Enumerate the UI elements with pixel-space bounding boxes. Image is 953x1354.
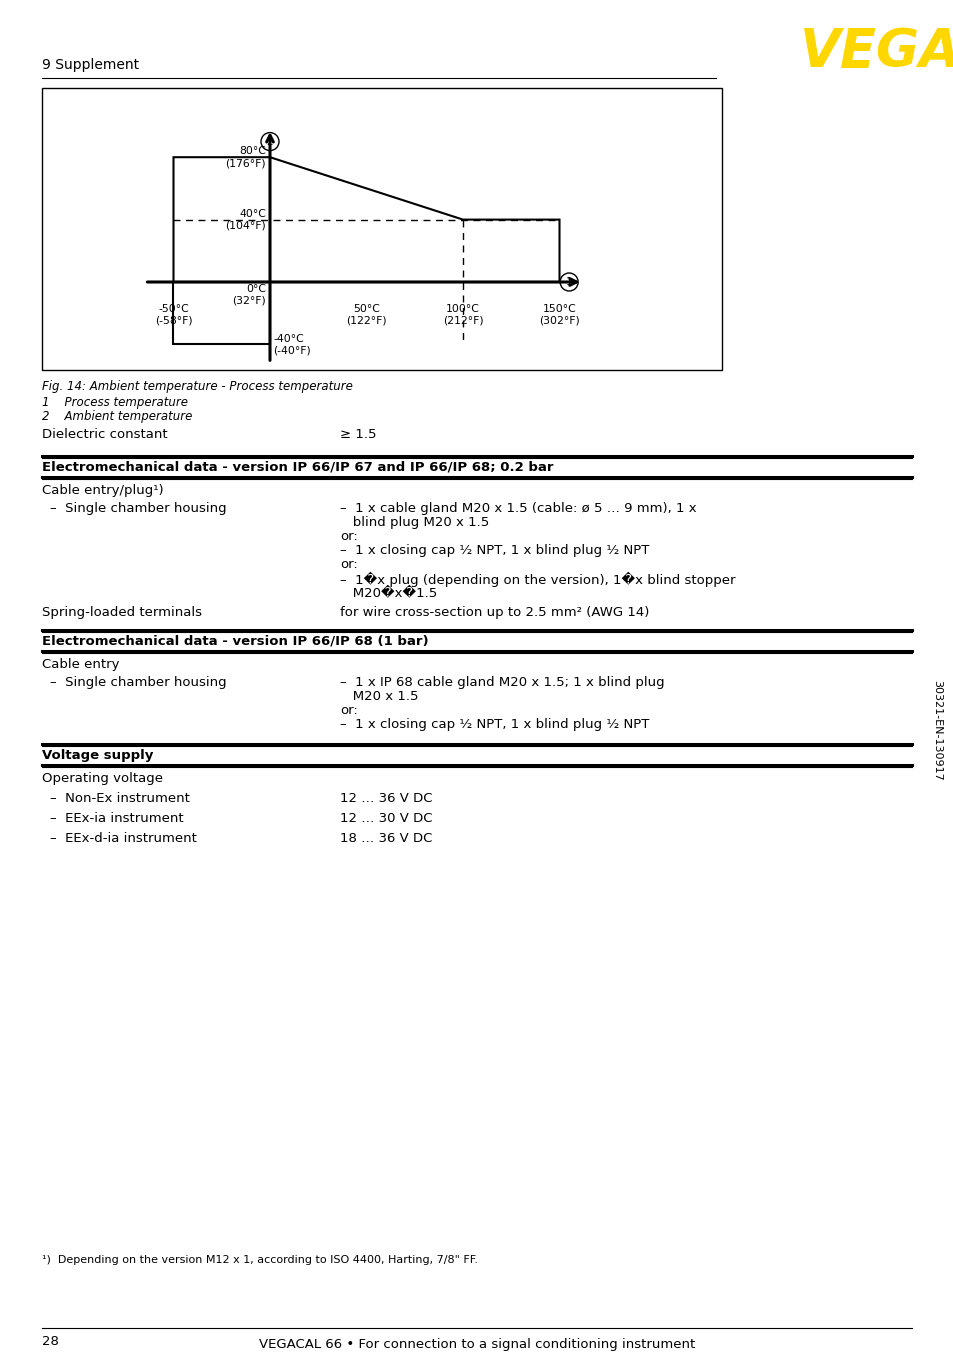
Text: or:: or:: [339, 558, 357, 571]
Text: 28: 28: [42, 1335, 59, 1349]
Text: –  1 x IP 68 cable gland M20 x 1.5; 1 x blind plug: – 1 x IP 68 cable gland M20 x 1.5; 1 x b…: [339, 676, 664, 689]
Text: for wire cross-section up to 2.5 mm² (AWG 14): for wire cross-section up to 2.5 mm² (AW…: [339, 607, 649, 619]
Text: –  Non-Ex instrument: – Non-Ex instrument: [50, 792, 190, 806]
Text: 1: 1: [565, 278, 572, 287]
Text: –  EEx-ia instrument: – EEx-ia instrument: [50, 812, 183, 825]
Text: or:: or:: [339, 704, 357, 718]
Text: -50°C
(-58°F): -50°C (-58°F): [154, 305, 193, 325]
Text: Fig. 14: Ambient temperature - Process temperature: Fig. 14: Ambient temperature - Process t…: [42, 380, 353, 393]
Text: –  EEx-d-ia instrument: – EEx-d-ia instrument: [50, 831, 196, 845]
Text: VEGACAL 66 • For connection to a signal conditioning instrument: VEGACAL 66 • For connection to a signal …: [258, 1338, 695, 1351]
Text: 40°C
(104°F): 40°C (104°F): [225, 209, 266, 230]
Text: –  1�x plug (depending on the version), 1�x blind stopper: – 1�x plug (depending on the version), 1…: [339, 571, 735, 588]
Text: VEGA: VEGA: [799, 26, 953, 79]
Text: Cable entry: Cable entry: [42, 658, 119, 672]
Text: Electromechanical data - version IP 66/IP 68 (1 bar): Electromechanical data - version IP 66/I…: [42, 635, 428, 649]
Text: ¹)  Depending on the version M12 x 1, according to ISO 4400, Harting, 7/8" FF.: ¹) Depending on the version M12 x 1, acc…: [42, 1255, 477, 1265]
Bar: [42, 88, 721, 370]
Text: –  1 x closing cap ½ NPT, 1 x blind plug ½ NPT: – 1 x closing cap ½ NPT, 1 x blind plug …: [339, 544, 649, 556]
Text: Voltage supply: Voltage supply: [42, 749, 153, 762]
Text: Spring-loaded terminals: Spring-loaded terminals: [42, 607, 202, 619]
Text: –  Single chamber housing: – Single chamber housing: [50, 502, 227, 515]
Text: 0°C
(32°F): 0°C (32°F): [232, 284, 266, 306]
Text: Operating voltage: Operating voltage: [42, 772, 163, 785]
Text: M20 x 1.5: M20 x 1.5: [339, 691, 418, 703]
Text: M20�x�1.5: M20�x�1.5: [339, 586, 436, 598]
Text: 80°C
(176°F): 80°C (176°F): [225, 146, 266, 168]
Text: 30321-EN-130917: 30321-EN-130917: [931, 680, 941, 780]
Text: Electromechanical data - version IP 66/IP 67 and IP 66/IP 68; 0.2 bar: Electromechanical data - version IP 66/I…: [42, 460, 553, 474]
Text: blind plug M20 x 1.5: blind plug M20 x 1.5: [339, 516, 489, 529]
Text: -40°C
(-40°F): -40°C (-40°F): [273, 333, 311, 355]
Text: 1    Process temperature: 1 Process temperature: [42, 395, 188, 409]
Text: ≥ 1.5: ≥ 1.5: [339, 428, 376, 441]
Text: 12 … 30 V DC: 12 … 30 V DC: [339, 812, 432, 825]
Text: 12 … 36 V DC: 12 … 36 V DC: [339, 792, 432, 806]
Text: Dielectric constant: Dielectric constant: [42, 428, 168, 441]
Text: Cable entry/plug¹): Cable entry/plug¹): [42, 483, 164, 497]
Text: 2    Ambient temperature: 2 Ambient temperature: [42, 410, 193, 422]
Text: –  1 x closing cap ½ NPT, 1 x blind plug ½ NPT: – 1 x closing cap ½ NPT, 1 x blind plug …: [339, 718, 649, 731]
Text: 2: 2: [267, 137, 273, 146]
Text: –  Single chamber housing: – Single chamber housing: [50, 676, 227, 689]
Text: 9 Supplement: 9 Supplement: [42, 58, 139, 72]
Text: 18 … 36 V DC: 18 … 36 V DC: [339, 831, 432, 845]
Text: –  1 x cable gland M20 x 1.5 (cable: ø 5 … 9 mm), 1 x: – 1 x cable gland M20 x 1.5 (cable: ø 5 …: [339, 502, 696, 515]
Text: 100°C
(212°F): 100°C (212°F): [442, 305, 483, 325]
Text: or:: or:: [339, 529, 357, 543]
Text: 150°C
(302°F): 150°C (302°F): [538, 305, 579, 325]
Text: 50°C
(122°F): 50°C (122°F): [346, 305, 386, 325]
